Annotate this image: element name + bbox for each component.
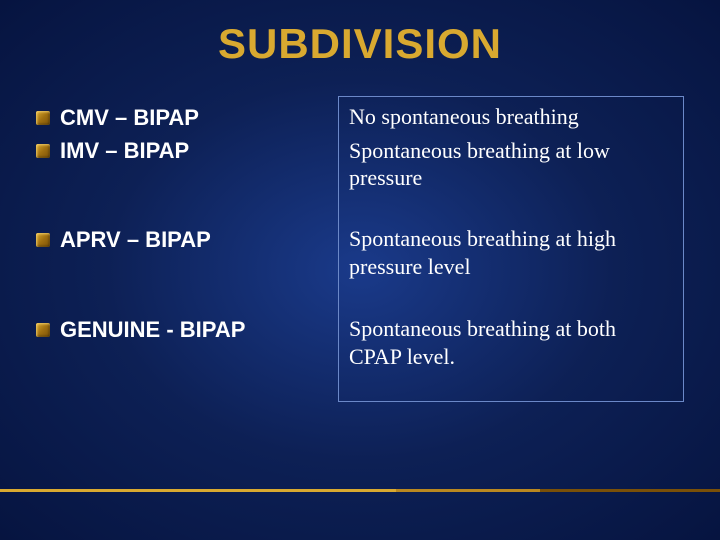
footer-segment [540, 489, 720, 492]
right-row-group-3: Spontaneous breathing at both CPAP level… [349, 315, 673, 395]
slide-title: SUBDIVISION [30, 20, 690, 68]
left-row-group-3: GENUINE - BIPAP [36, 316, 326, 396]
list-item: APRV – BIPAP [36, 226, 326, 255]
footer-segment [0, 489, 396, 492]
left-column: CMV – BIPAP IMV – BIPAP APRV – BIPAP GEN… [36, 96, 326, 402]
description-text: Spontaneous breathing at both CPAP level… [349, 315, 673, 370]
description-text: Spontaneous breathing at low pressure [349, 137, 673, 192]
bullet-icon [36, 323, 50, 337]
mode-label: IMV – BIPAP [60, 137, 189, 166]
description-text: No spontaneous breathing [349, 103, 673, 131]
list-item: CMV – BIPAP [36, 104, 326, 133]
list-item: GENUINE - BIPAP [36, 316, 326, 345]
description-text: Spontaneous breathing at high pressure l… [349, 225, 673, 280]
footer-segment [396, 489, 540, 492]
right-row-group-1: No spontaneous breathing Spontaneous bre… [349, 103, 673, 225]
mode-label: APRV – BIPAP [60, 226, 211, 255]
footer-decoration [0, 488, 720, 494]
right-column: No spontaneous breathing Spontaneous bre… [338, 96, 684, 402]
content-area: CMV – BIPAP IMV – BIPAP APRV – BIPAP GEN… [30, 96, 690, 402]
right-row-group-2: Spontaneous breathing at high pressure l… [349, 225, 673, 315]
slide-container: SUBDIVISION CMV – BIPAP IMV – BIPAP APRV… [0, 0, 720, 540]
bullet-icon [36, 233, 50, 247]
bullet-icon [36, 111, 50, 125]
left-row-group-1: CMV – BIPAP IMV – BIPAP [36, 104, 326, 226]
list-item: IMV – BIPAP [36, 137, 326, 166]
bullet-icon [36, 144, 50, 158]
mode-label: GENUINE - BIPAP [60, 316, 245, 345]
left-row-group-2: APRV – BIPAP [36, 226, 326, 316]
mode-label: CMV – BIPAP [60, 104, 199, 133]
